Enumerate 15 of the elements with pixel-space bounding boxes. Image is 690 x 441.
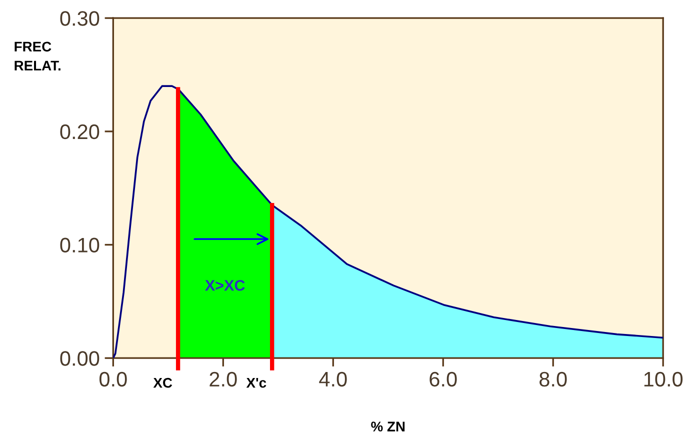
x-tick-label: 4.0 <box>319 372 347 387</box>
ref-line-label: XC <box>153 378 172 388</box>
x-tick-label: 6.0 <box>430 372 457 387</box>
x-axis-title: % ZN <box>371 422 405 432</box>
x-tick-label: 8.0 <box>540 372 567 387</box>
y-tick-label: 0.20 <box>60 124 100 140</box>
ref-line-label: X'c <box>246 378 266 388</box>
y-tick-label: 0.30 <box>60 11 100 26</box>
y-tick-label: 0.00 <box>60 351 100 366</box>
x-tick-label: 10.0 <box>644 372 683 387</box>
y-axis-title: FREC RELAT. <box>14 42 60 70</box>
x-tick-label: 0.0 <box>99 372 127 387</box>
x-tick-label: 2.0 <box>210 372 237 387</box>
y-tick-label: 0.10 <box>60 238 100 253</box>
annotation: X>XC <box>205 280 245 291</box>
